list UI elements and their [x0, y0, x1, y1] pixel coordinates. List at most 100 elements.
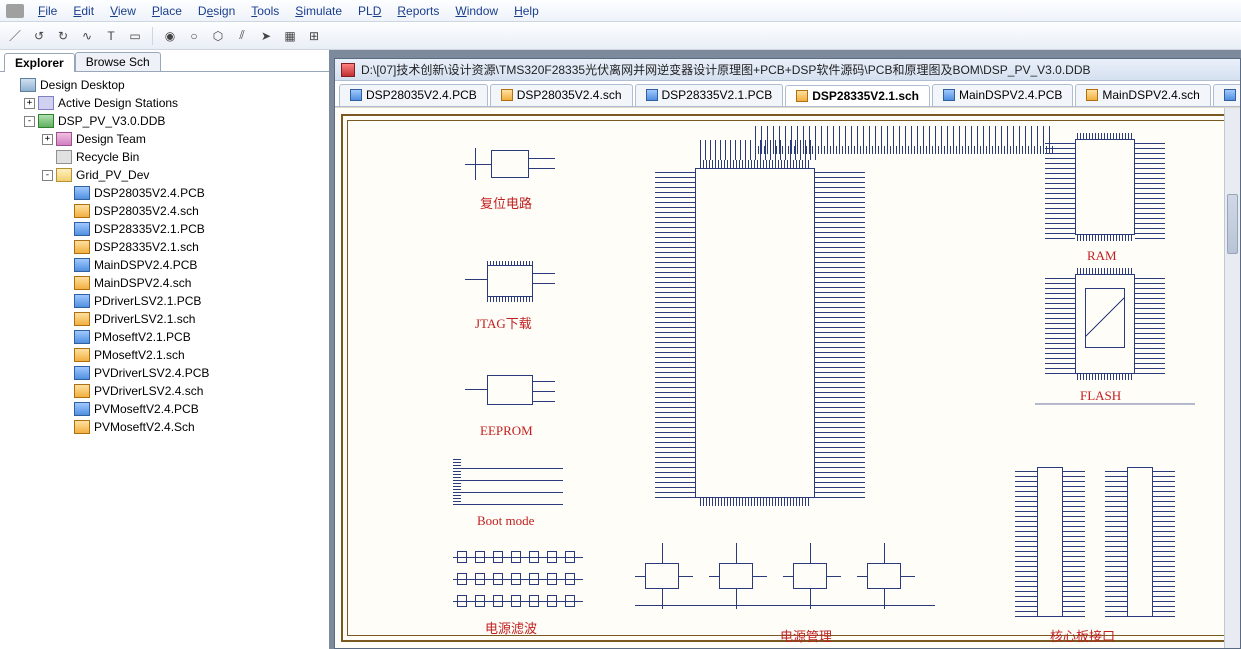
project-tree[interactable]: Design Desktop+Active Design Stations-DS…	[0, 72, 329, 649]
mdi-child-window: D:\[07]技术创新\设计资源\TMS320F28335光伏离网并网逆变器设计…	[334, 58, 1241, 649]
panel-tab-browse-sch[interactable]: Browse Sch	[75, 52, 161, 71]
team-icon	[56, 132, 72, 146]
sch-icon	[501, 89, 513, 101]
sch-block-boot[interactable]	[453, 458, 563, 508]
tree-node[interactable]: Design Desktop	[2, 76, 327, 94]
tree-node[interactable]: -Grid_PV_Dev	[2, 166, 327, 184]
sch-block-pwr[interactable]	[635, 533, 935, 623]
pcb-icon	[74, 294, 90, 308]
tree-node[interactable]: +Design Team	[2, 130, 327, 148]
tree-node[interactable]: MainDSPV2.4.PCB	[2, 256, 327, 274]
tool-grid-icon[interactable]: ▦	[281, 27, 299, 45]
sch-icon	[1086, 89, 1098, 101]
menu-tools[interactable]: Tools	[243, 2, 287, 20]
tool-pad-icon[interactable]: ◉	[161, 27, 179, 45]
tree-node-label: DSP28335V2.1.sch	[94, 240, 199, 254]
doc-tab[interactable]: DSP28035V2.4.sch	[490, 84, 633, 106]
tree-node[interactable]: DSP28035V2.4.sch	[2, 202, 327, 220]
tree-node[interactable]: PVMoseftV2.4.Sch	[2, 418, 327, 436]
tool-line-icon[interactable]: ／	[6, 27, 24, 45]
sch-block-jtag[interactable]	[465, 253, 555, 308]
tree-node[interactable]: PVMoseftV2.4.PCB	[2, 400, 327, 418]
menu-file[interactable]: File	[30, 2, 65, 20]
menu-pld[interactable]: PLD	[350, 2, 389, 20]
tree-node-label: Active Design Stations	[58, 96, 178, 110]
tool-arrow-icon[interactable]: ➤	[257, 27, 275, 45]
menu-view[interactable]: View	[102, 2, 144, 20]
mdi-titlebar[interactable]: D:\[07]技术创新\设计资源\TMS320F28335光伏离网并网逆变器设计…	[335, 59, 1240, 81]
sch-block-hdrR[interactable]	[1105, 463, 1175, 623]
doc-tab[interactable]: PDriverLSV2	[1213, 84, 1240, 106]
tree-node-label: DSP28035V2.4.sch	[94, 204, 199, 218]
tool-circle-icon[interactable]: ○	[185, 27, 203, 45]
doc-tab[interactable]: DSP28335V2.1.PCB	[635, 84, 784, 106]
menu-place[interactable]: Place	[144, 2, 190, 20]
tree-node-label: Recycle Bin	[76, 150, 139, 164]
main-split: ExplorerBrowse Sch Design Desktop + Active…	[0, 50, 1241, 649]
tool-arc-ccw-icon[interactable]: ↻	[54, 27, 72, 45]
menu-design[interactable]: Design	[190, 2, 243, 20]
menu-simulate[interactable]: Simulate	[287, 2, 350, 20]
tree-node[interactable]: Recycle Bin	[2, 148, 327, 166]
tree-node[interactable]: PVDriverLSV2.4.PCB	[2, 364, 327, 382]
tree-node[interactable]: + Active Design Stations	[2, 94, 327, 112]
doc-tab-label: MainDSPV2.4.PCB	[959, 88, 1062, 102]
tree-node[interactable]: PMoseftV2.1.sch	[2, 346, 327, 364]
tree-node[interactable]: DSP28335V2.1.sch	[2, 238, 327, 256]
tree-expander-icon[interactable]: +	[42, 134, 53, 145]
tree-node[interactable]: -DSP_PV_V3.0.DDB	[2, 112, 327, 130]
sch-block-reset[interactable]	[465, 138, 555, 188]
sch-block-main_ic[interactable]	[640, 158, 870, 508]
tool-text-icon[interactable]: T	[102, 27, 120, 45]
sch-block-ram[interactable]	[1045, 133, 1165, 243]
menu-help[interactable]: Help	[506, 2, 547, 20]
tree-expander-icon[interactable]: -	[24, 116, 35, 127]
schematic-canvas[interactable]: xxxxxxxxxxxxxxxxxxxxxxxxxxxxxxxxxxxxxxxx…	[335, 107, 1240, 648]
tree-node[interactable]: PDriverLSV2.1.sch	[2, 310, 327, 328]
vertical-scrollbar[interactable]	[1224, 108, 1240, 648]
tool-bus-icon[interactable]: ⫽	[233, 27, 251, 45]
tree-node-label: PVDriverLSV2.4.PCB	[94, 366, 209, 380]
mdi-title-text: D:\[07]技术创新\设计资源\TMS320F28335光伏离网并网逆变器设计…	[361, 61, 1091, 78]
document-tabs: DSP28035V2.4.PCB DSP28035V2.4.sch DSP28335…	[335, 81, 1240, 107]
tree-node-label: MainDSPV2.4.PCB	[94, 258, 197, 272]
panel-tab-explorer[interactable]: Explorer	[4, 53, 75, 72]
tree-expander-icon[interactable]: +	[24, 98, 35, 109]
tree-node[interactable]: DSP28035V2.4.PCB	[2, 184, 327, 202]
desktop-icon	[20, 78, 36, 92]
tool-arc-cw-icon[interactable]: ↺	[30, 27, 48, 45]
tree-node-label: PMoseftV2.1.sch	[94, 348, 185, 362]
tree-node[interactable]: PMoseftV2.1.PCB	[2, 328, 327, 346]
pcb-icon	[74, 330, 90, 344]
sch-notes: xxxxxxxxxxxxxxxxxxxxxxxxxxxxxxxxxxxxxxxx…	[1035, 401, 1195, 451]
explorer-panel: ExplorerBrowse Sch Design Desktop + Active…	[0, 50, 330, 649]
tool-hex-icon[interactable]: ⬡	[209, 27, 227, 45]
tool-rect-icon[interactable]: ▭	[126, 27, 144, 45]
sch-icon	[74, 384, 90, 398]
doc-tab[interactable]: MainDSPV2.4.sch	[1075, 84, 1210, 106]
tool-spline-icon[interactable]: ∿	[78, 27, 96, 45]
tree-node-label: Design Desktop	[40, 78, 125, 92]
doc-tab-label: DSP28035V2.4.sch	[517, 88, 622, 102]
tree-node-label: PDriverLSV2.1.PCB	[94, 294, 201, 308]
explorer-tabs: ExplorerBrowse Sch	[0, 50, 329, 72]
tree-node[interactable]: MainDSPV2.4.sch	[2, 274, 327, 292]
tree-node[interactable]: PDriverLSV2.1.PCB	[2, 292, 327, 310]
menu-window[interactable]: Window	[447, 2, 506, 20]
doc-tab[interactable]: MainDSPV2.4.PCB	[932, 84, 1073, 106]
sch-block-eeprom[interactable]	[465, 363, 555, 418]
menu-reports[interactable]: Reports	[389, 2, 447, 20]
sch-bus-top	[755, 126, 1055, 156]
tree-expander-icon[interactable]: -	[42, 170, 53, 181]
menu-edit[interactable]: Edit	[65, 2, 102, 20]
scrollbar-thumb[interactable]	[1227, 194, 1238, 254]
doc-tab[interactable]: DSP28035V2.4.PCB	[339, 84, 488, 106]
sch-block-flash[interactable]	[1045, 268, 1165, 383]
tree-node[interactable]: DSP28335V2.1.PCB	[2, 220, 327, 238]
tree-node[interactable]: PVDriverLSV2.4.sch	[2, 382, 327, 400]
tool-dots-icon[interactable]: ⊞	[305, 27, 323, 45]
doc-tab[interactable]: DSP28335V2.1.sch	[785, 85, 930, 107]
sch-icon	[74, 420, 90, 434]
sch-block-filter[interactable]	[453, 543, 583, 613]
sch-block-hdrL[interactable]	[1015, 463, 1085, 623]
